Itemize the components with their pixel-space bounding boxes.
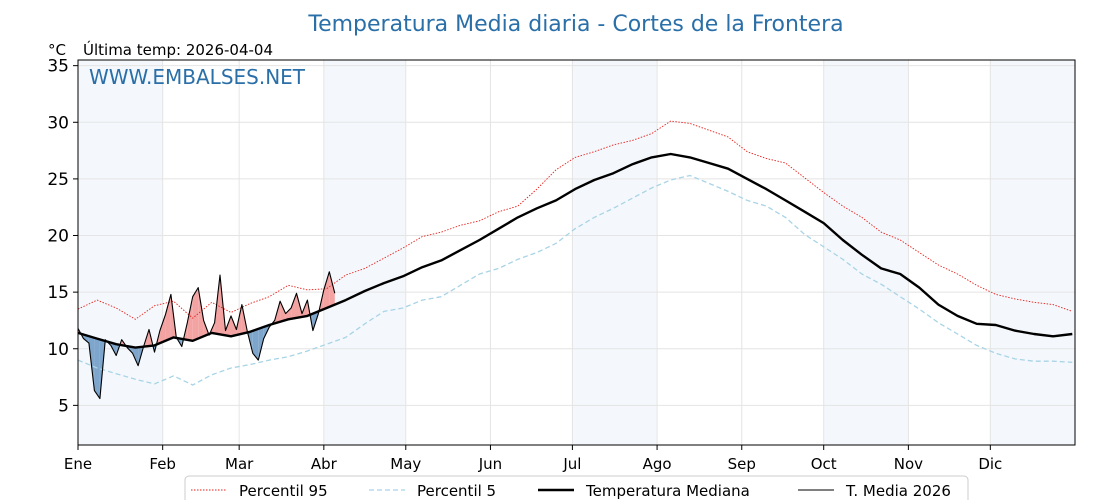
last-update-label: Última temp: 2026-04-04	[83, 40, 273, 59]
y-tick-label-5: 5	[58, 396, 69, 416]
anomaly-warm-fill	[231, 315, 237, 337]
anomaly-warm-fill	[192, 287, 199, 341]
month-band-dic	[990, 60, 1075, 445]
month-band-oct	[823, 60, 909, 445]
anomaly-warm-fill	[285, 308, 292, 321]
anomaly-cold-fill	[132, 347, 139, 366]
series-line-0	[77, 120, 1073, 320]
month-label-feb: Feb	[149, 455, 176, 473]
month-label-mar: Mar	[225, 455, 254, 473]
series-line-2	[77, 152, 1073, 349]
legend-label-0: Percentil 95	[239, 482, 328, 500]
month-band-jul	[572, 60, 658, 445]
y-tick-label-25: 25	[47, 170, 69, 190]
month-label-may: May	[390, 455, 421, 473]
anomaly-cold-fill	[258, 326, 264, 361]
plot-frame	[77, 59, 1076, 446]
y-tick-label-15: 15	[47, 283, 69, 303]
anomaly-cold-fill	[252, 328, 259, 361]
y-tick-label-35: 35	[47, 57, 69, 77]
legend: Percentil 95 Percentil 5 Temperatura Media…	[184, 475, 969, 500]
month-label-jun: Jun	[478, 455, 502, 473]
anomaly-warm-fill	[291, 293, 297, 319]
legend-label-1: Percentil 5	[417, 482, 496, 500]
legend-label-3: T. Media 2026	[845, 482, 951, 500]
month-label-abr: Abr	[311, 455, 338, 473]
chart-title: Temperatura Media diaria - Cortes de la …	[307, 12, 843, 37]
x-axis: Ene Feb Mar Abr May Jun Jul Ago Sep Oct Nov Dic	[64, 445, 1002, 473]
series-layer	[77, 120, 1073, 400]
series-line-1	[77, 174, 1073, 386]
plot-background	[78, 60, 1075, 445]
legend-label-2: Temperatura Mediana	[585, 482, 750, 500]
anomaly-warm-fill	[165, 294, 171, 341]
y-axis: 5 10 15 20 25 30 35	[47, 57, 78, 416]
y-tick-label-10: 10	[47, 340, 69, 360]
month-label-nov: Nov	[894, 455, 923, 473]
anomaly-warm-fill	[323, 271, 330, 310]
month-label-jul: Jul	[562, 455, 581, 473]
anomaly-warm-fill	[187, 296, 193, 341]
watermark: WWW.EMBALSES.NET	[89, 65, 306, 89]
series-line-3	[77, 271, 336, 400]
month-label-oct: Oct	[811, 455, 837, 473]
legend-box	[184, 475, 969, 500]
month-label-dic: Dic	[978, 455, 1002, 473]
unit-label: °C	[48, 41, 66, 59]
y-tick-label-20: 20	[47, 227, 69, 247]
month-label-ene: Ene	[64, 455, 92, 473]
grid-lines	[77, 60, 1075, 445]
anomaly-warm-fill	[280, 301, 286, 322]
month-label-ago: Ago	[643, 455, 672, 473]
month-band-abr	[323, 60, 406, 445]
month-label-sep: Sep	[728, 455, 756, 473]
y-tick-label-30: 30	[47, 113, 69, 133]
anomaly-warm-fill	[198, 287, 204, 339]
anomaly-warm-fill	[329, 271, 335, 307]
anomaly-warm-fill	[159, 314, 166, 344]
month-band-ene	[78, 60, 163, 445]
